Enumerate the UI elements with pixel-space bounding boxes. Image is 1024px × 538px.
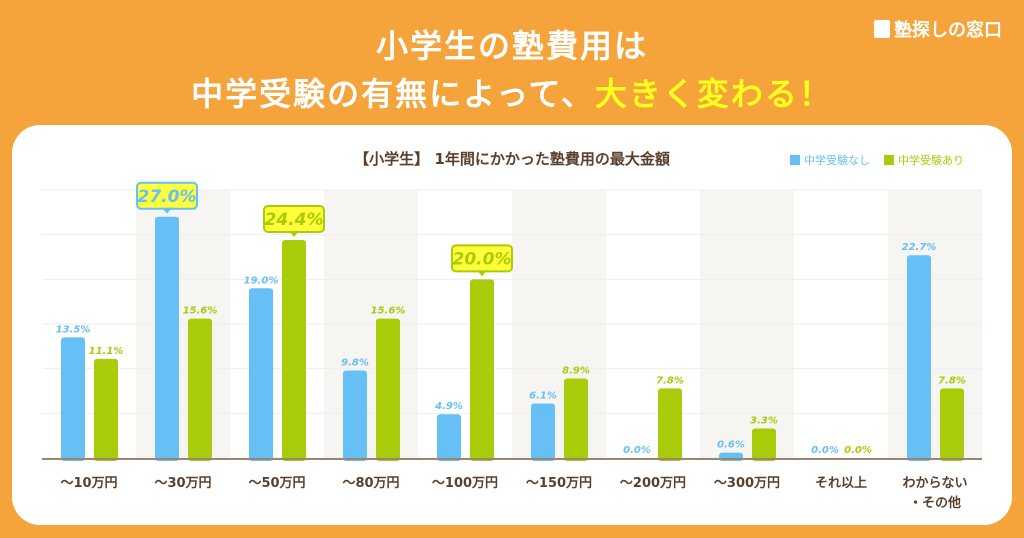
x-tick-label: 〜50万円 [248,476,305,491]
x-tick-label: 〜30万円 [154,476,211,491]
chart-title: 【小学生】 1年間にかかった塾費用の最大金額 [354,150,670,168]
bar [94,358,118,461]
data-label: 13.5% [56,324,91,335]
data-label: 0.0% [623,445,651,456]
x-tick-label: それ以上 [815,476,867,491]
bar [752,428,776,461]
legend-item-exam: 中学受験あり [884,152,964,168]
house-icon [874,20,890,38]
bar [907,255,931,461]
bar [343,370,367,461]
headline-line2: 中学受験の有無によって、大きく変わる！ [0,70,1024,118]
bar [940,388,964,461]
data-label: 7.8% [656,375,684,386]
bar [188,318,212,461]
x-tick-label: ・その他 [909,495,961,511]
legend-swatch [884,155,894,165]
data-label: 8.9% [562,365,590,376]
data-label: 6.1% [529,391,557,402]
data-label: 7.8% [938,375,966,386]
legend-swatch [790,155,800,165]
x-tick-label: 〜100万円 [432,476,498,491]
data-label: 19.0% [244,275,279,286]
headline-line1: 小学生の塾費用は [375,27,648,65]
x-tick-label: 〜200万円 [620,476,686,491]
bar [531,403,555,461]
bar [155,216,179,461]
data-label: 15.6% [371,306,406,317]
data-label: 9.8% [341,357,369,368]
bar [61,337,85,461]
data-label: 27.0% [138,187,197,207]
data-label: 20.0% [453,249,512,269]
data-label: 0.0% [844,445,872,456]
legend-label: 中学受験なし [804,154,870,167]
bar [658,388,682,461]
x-tick-label: 〜80万円 [342,476,399,491]
legend-item-no-exam: 中学受験なし [790,152,870,168]
callout-pointer [162,207,172,214]
bar [437,414,461,461]
logo-text: 塾探しの窓口 [894,20,1002,41]
bar [564,378,588,461]
bar [376,318,400,461]
x-tick-label: 〜10万円 [60,476,117,491]
data-label: 22.7% [902,242,937,253]
legend: 中学受験なし 中学受験あり [790,152,964,168]
headline-line2-a: 中学受験の有無によって、 [191,75,595,113]
headline-highlight: 大きく変わる！ [594,75,833,113]
callout-pointer [477,270,487,277]
data-label: 11.1% [89,346,124,357]
bar [249,288,273,461]
logo: 塾探しの窓口 [874,16,1002,42]
data-label: 0.6% [717,440,745,451]
data-label: 0.0% [811,445,839,456]
data-label: 4.9% [434,401,463,412]
callout-pointer [289,231,299,238]
bar [282,240,306,461]
bar [470,279,494,461]
data-label: 3.3% [750,416,778,427]
x-tick-label: わからない [902,476,967,491]
data-label: 24.4% [265,210,324,230]
x-tick-label: 〜300万円 [714,476,780,491]
x-tick-label: 〜150万円 [526,476,592,491]
headline: 小学生の塾費用は 中学受験の有無によって、大きく変わる！ [0,22,1024,118]
legend-label: 中学受験あり [898,154,964,167]
data-label: 15.6% [183,306,218,317]
